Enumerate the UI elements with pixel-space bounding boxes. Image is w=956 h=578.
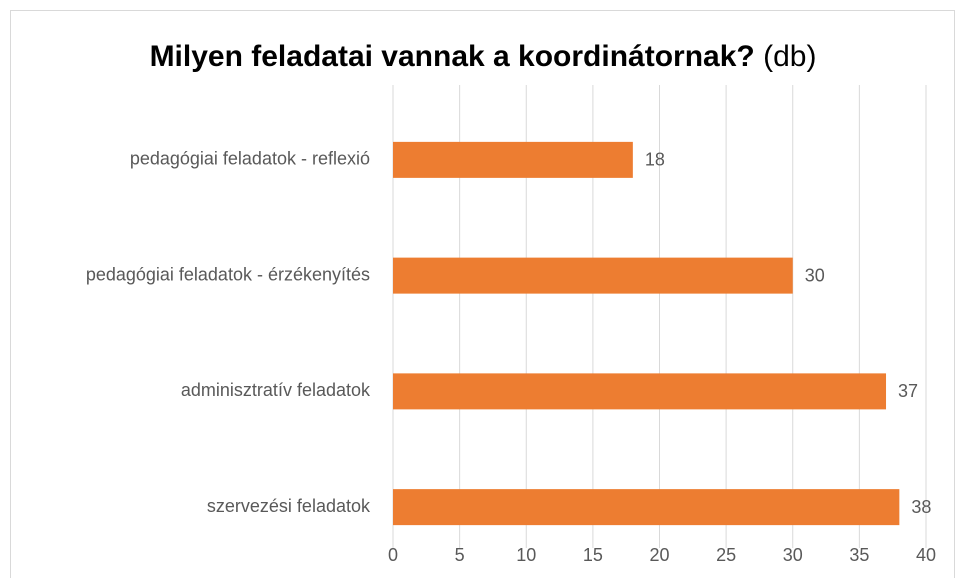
x-tick-label: 20 — [649, 545, 669, 565]
y-tick-label: pedagógiai feladatok - reflexió — [130, 149, 370, 169]
x-tick-label: 0 — [388, 545, 398, 565]
x-tick-label: 15 — [583, 545, 603, 565]
title-main: Milyen feladatai vannak a koordinátornak… — [150, 40, 755, 73]
value-label: 37 — [898, 381, 918, 401]
value-label: 30 — [805, 265, 825, 285]
chart-title: Milyen feladatai vannak a koordinátornak… — [150, 40, 817, 73]
x-tick-label: 25 — [716, 545, 736, 565]
y-tick-label: adminisztratív feladatok — [181, 380, 371, 400]
bar — [393, 489, 900, 526]
bar — [393, 141, 633, 178]
y-tick-label: pedagógiai feladatok - érzékenyítés — [86, 264, 370, 284]
x-tick-label: 10 — [516, 545, 536, 565]
x-tick-label: 5 — [455, 545, 465, 565]
bar — [393, 373, 887, 410]
value-label: 38 — [911, 497, 931, 517]
bar — [393, 257, 793, 294]
x-tick-label: 30 — [783, 545, 803, 565]
x-tick-label: 35 — [849, 545, 869, 565]
x-tick-label: 40 — [916, 545, 936, 565]
y-tick-label: szervezési feladatok — [207, 496, 371, 516]
value-label: 18 — [645, 150, 665, 170]
chart-frame — [10, 10, 955, 578]
title-unit: (db) — [763, 40, 816, 73]
